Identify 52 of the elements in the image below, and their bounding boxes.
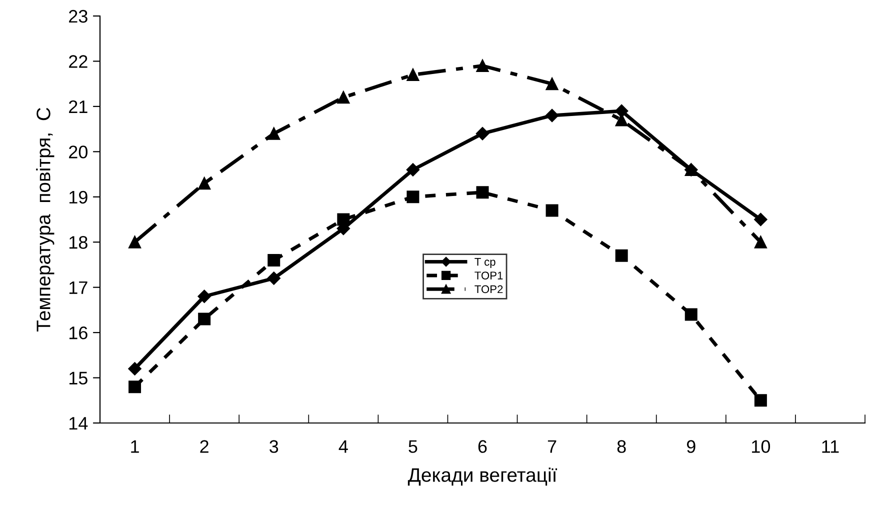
point: [128, 362, 142, 376]
legend-label: TOP2: [474, 285, 503, 294]
x-axis-title: Декади вегетації: [408, 468, 558, 486]
x-tick-label: 7: [548, 440, 556, 453]
point: [198, 312, 211, 326]
y-tick-label: 21: [69, 100, 88, 113]
x-tick-label: 6: [478, 440, 487, 453]
x-tick-label: 9: [686, 440, 696, 453]
x-tick-label: 1: [131, 440, 139, 453]
x-tick-label: 3: [270, 440, 278, 453]
point: [684, 308, 698, 321]
y-tick-label: 17: [69, 281, 88, 294]
point: [545, 108, 559, 122]
legend-label: TOP1: [474, 272, 503, 280]
point: [406, 68, 420, 82]
y-tick-label: 18: [69, 236, 88, 249]
point: [268, 254, 280, 266]
point: [198, 290, 211, 303]
point: [754, 394, 767, 407]
point: [546, 204, 558, 217]
y-tick-label: 23: [69, 10, 88, 23]
x-tick-label: 8: [617, 440, 626, 453]
x-tick-label: 2: [200, 440, 208, 453]
y-axis-title: Температура повітря, С: [36, 108, 54, 332]
point: [615, 249, 628, 262]
x-tick-label: 4: [338, 440, 348, 453]
point: [268, 127, 280, 140]
point: [267, 272, 280, 285]
point: [198, 177, 211, 190]
y-tick-label: 14: [69, 417, 88, 430]
point: [476, 186, 489, 199]
x-tick-label: 5: [408, 440, 418, 453]
point: [337, 213, 350, 226]
point: [476, 59, 489, 72]
x-tick-label: 11: [822, 440, 839, 453]
legend-label: T cp: [474, 258, 496, 268]
point: [754, 236, 767, 248]
point: [546, 78, 558, 90]
point: [754, 212, 768, 226]
y-tick-label: 16: [69, 326, 88, 340]
y-tick-label: 15: [69, 372, 88, 384]
point: [406, 163, 420, 176]
point: [128, 380, 142, 394]
point: [406, 190, 420, 204]
point: [615, 104, 628, 118]
y-tick-label: 20: [69, 146, 88, 158]
point: [128, 236, 142, 248]
y-tick-label: 19: [69, 190, 88, 204]
x-tick-label: 10: [752, 440, 770, 453]
y-tick-label: 22: [69, 55, 88, 68]
point: [337, 91, 350, 104]
point: [476, 126, 490, 140]
